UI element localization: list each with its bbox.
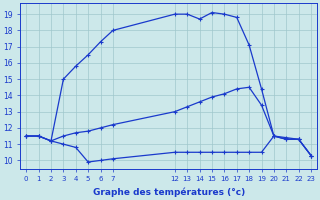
X-axis label: Graphe des températures (°c): Graphe des températures (°c) [92,188,245,197]
